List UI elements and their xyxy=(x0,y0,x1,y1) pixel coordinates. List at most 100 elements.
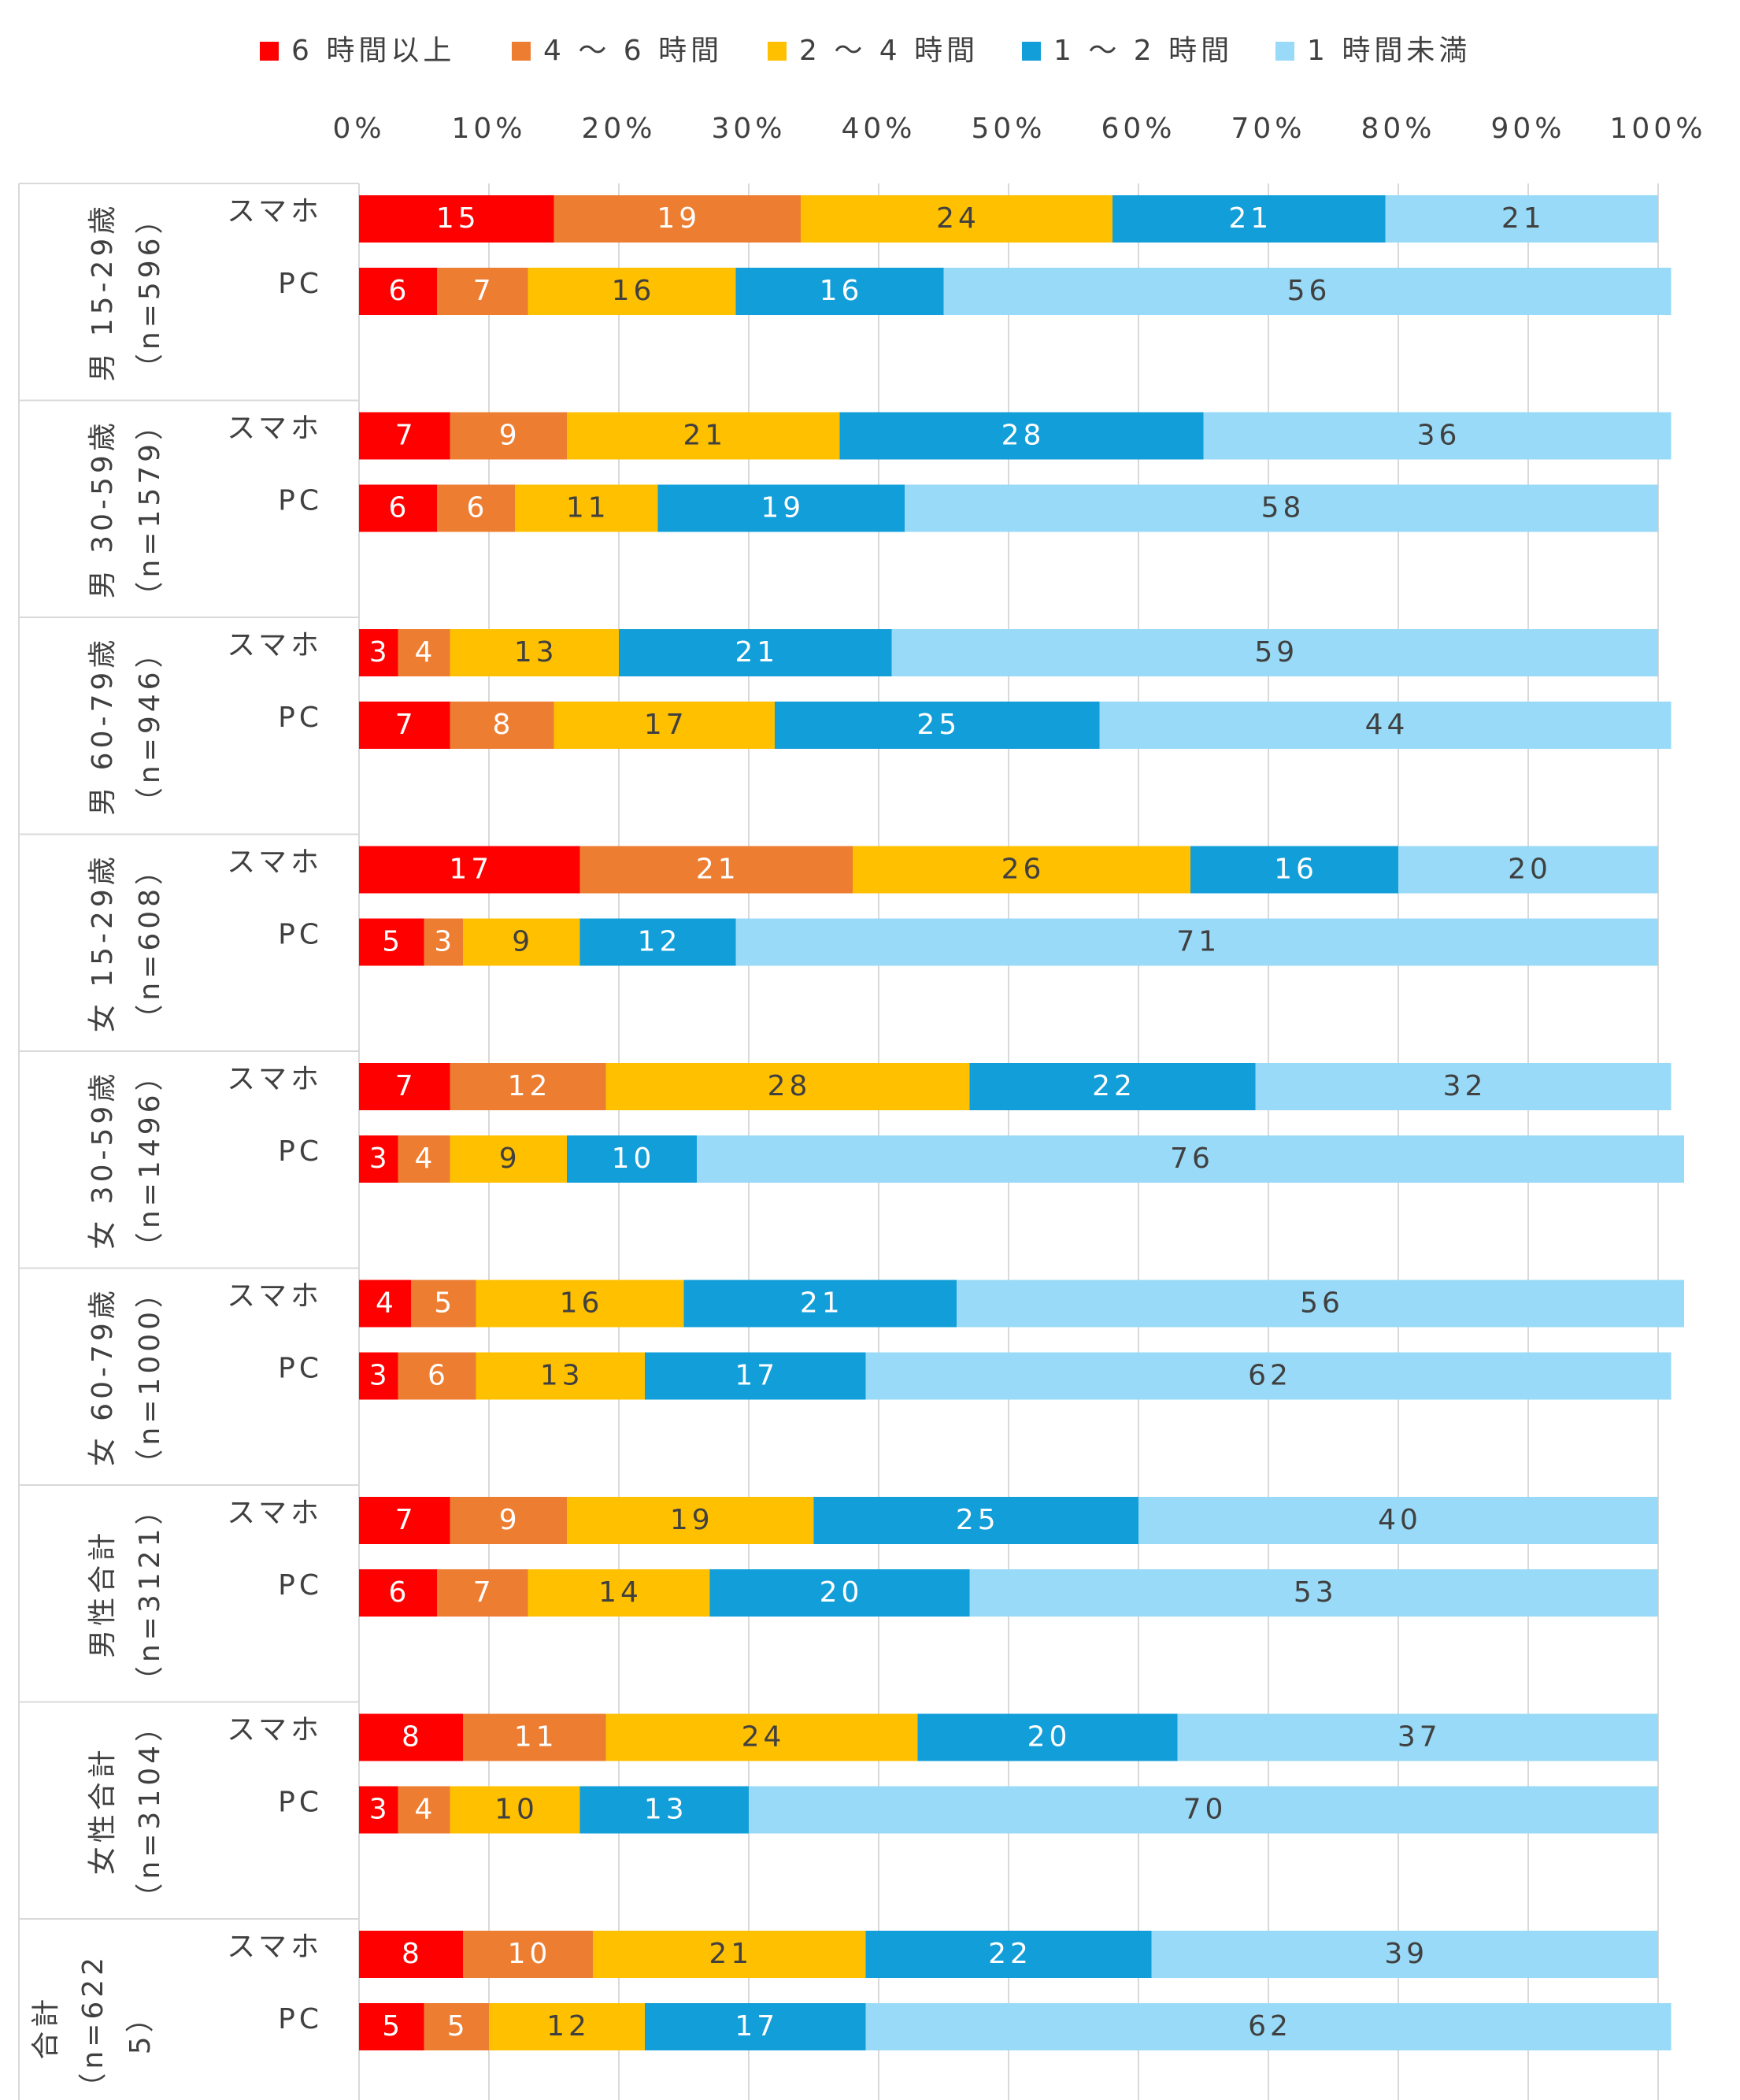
bar-segment xyxy=(411,1280,476,1328)
data-label: 40 xyxy=(1378,1504,1422,1536)
bar-segment xyxy=(450,629,619,676)
bar-segment xyxy=(553,195,801,243)
data-label: 19 xyxy=(657,202,701,235)
data-label: 19 xyxy=(761,492,805,524)
bar-segment xyxy=(801,195,1112,243)
group-label: 男性合計 xyxy=(87,1529,119,1658)
group-label: （n=3121） xyxy=(134,1492,166,1694)
x-tick-label: 100% xyxy=(1610,113,1707,145)
data-label: 7 xyxy=(473,1576,495,1609)
category-label: スマホ xyxy=(227,1714,323,1746)
data-label: 13 xyxy=(514,636,558,669)
data-label: 62 xyxy=(1248,1360,1292,1392)
bar-segment xyxy=(1385,195,1658,243)
category-label: PC xyxy=(278,2003,323,2035)
bar-segment xyxy=(359,195,554,243)
data-label: 76 xyxy=(1170,1143,1214,1175)
bar-segment xyxy=(579,846,853,894)
legend-label: 6 時間以上 xyxy=(291,35,455,67)
bar-segment xyxy=(450,1063,606,1110)
bar-segment xyxy=(359,1352,398,1400)
x-tick-label: 20% xyxy=(581,113,656,145)
data-label: 4 xyxy=(415,1143,437,1175)
bar-segment xyxy=(359,918,424,966)
bar-segment xyxy=(528,1569,710,1617)
x-tick-label: 70% xyxy=(1231,113,1305,145)
group-label: （n=608） xyxy=(134,853,166,1033)
bar-segment xyxy=(359,702,450,749)
bar-segment xyxy=(839,412,1204,460)
data-label: 4 xyxy=(376,1287,398,1320)
group-label: 女性合計 xyxy=(87,1746,119,1875)
data-label: 7 xyxy=(395,1070,417,1102)
bar-segment xyxy=(645,2003,866,2050)
group-label: （n=1496） xyxy=(134,1058,166,1261)
data-label: 14 xyxy=(598,1576,642,1609)
bar-segment xyxy=(450,702,554,749)
data-label: 21 xyxy=(683,420,727,452)
data-label: 10 xyxy=(494,1794,539,1826)
x-tick-label: 80% xyxy=(1361,113,1435,145)
bar-segment xyxy=(1255,1063,1672,1110)
data-label: 4 xyxy=(415,636,437,669)
bar-segment xyxy=(709,1569,970,1617)
data-label: 12 xyxy=(508,1070,552,1102)
bar-segment xyxy=(359,629,398,676)
bar-segment xyxy=(463,918,580,966)
bar-segment xyxy=(683,1280,957,1328)
bar-segment xyxy=(1151,1931,1658,1978)
x-tick-label: 40% xyxy=(841,113,916,145)
data-label: 32 xyxy=(1443,1070,1487,1102)
data-label: 44 xyxy=(1365,709,1409,741)
data-label: 19 xyxy=(670,1504,714,1536)
data-label: 6 xyxy=(389,492,411,524)
bar-segment xyxy=(437,268,528,315)
group-label: 合計 xyxy=(30,1995,62,2060)
data-label: 16 xyxy=(820,275,864,307)
data-label: 7 xyxy=(473,275,495,307)
category-label: スマホ xyxy=(227,629,323,661)
data-label: 4 xyxy=(415,1794,437,1826)
data-label: 8 xyxy=(402,1721,424,1754)
bar-segment xyxy=(359,484,437,532)
data-label: 7 xyxy=(395,1504,417,1536)
data-label: 21 xyxy=(1501,202,1546,235)
x-tick-label: 90% xyxy=(1490,113,1565,145)
data-label: 12 xyxy=(638,926,682,958)
legend-label: 4 ～ 6 時間 xyxy=(543,35,723,67)
category-label: PC xyxy=(278,1569,323,1602)
data-label: 56 xyxy=(1287,275,1331,307)
bar-segment xyxy=(359,846,580,894)
category-label: PC xyxy=(278,1135,323,1168)
group-label: 女 60-79歳 xyxy=(87,1287,119,1466)
data-label: 56 xyxy=(1300,1287,1344,1320)
data-label: 17 xyxy=(644,709,688,741)
bar-segment xyxy=(359,1497,450,1544)
bar-segment xyxy=(359,2003,424,2050)
x-tick-label: 10% xyxy=(451,113,526,145)
data-label: 6 xyxy=(467,492,489,524)
group-label: （n=596） xyxy=(134,202,166,382)
bar-segment xyxy=(813,1497,1138,1544)
x-tick-label: 50% xyxy=(971,113,1046,145)
bar-segment xyxy=(657,484,905,532)
data-label: 20 xyxy=(820,1576,864,1609)
data-label: 20 xyxy=(1508,854,1552,886)
data-label: 5 xyxy=(447,2010,469,2043)
category-label: PC xyxy=(278,485,323,517)
data-label: 9 xyxy=(512,926,534,958)
group-label: 男 30-59歳 xyxy=(87,419,119,598)
data-label: 62 xyxy=(1248,2010,1292,2043)
data-label: 59 xyxy=(1254,636,1298,669)
category-label: PC xyxy=(278,1787,323,1819)
data-label: 21 xyxy=(709,1938,753,1970)
x-tick-label: 60% xyxy=(1101,113,1175,145)
data-label: 39 xyxy=(1384,1938,1428,1970)
legend-swatch xyxy=(768,42,787,61)
data-label: 28 xyxy=(1001,420,1046,452)
bar-segment xyxy=(450,1135,567,1183)
data-label: 26 xyxy=(1001,854,1046,886)
legend-label: 2 ～ 4 時間 xyxy=(799,35,979,67)
bar-segment xyxy=(645,1352,866,1400)
data-label: 21 xyxy=(1228,202,1272,235)
